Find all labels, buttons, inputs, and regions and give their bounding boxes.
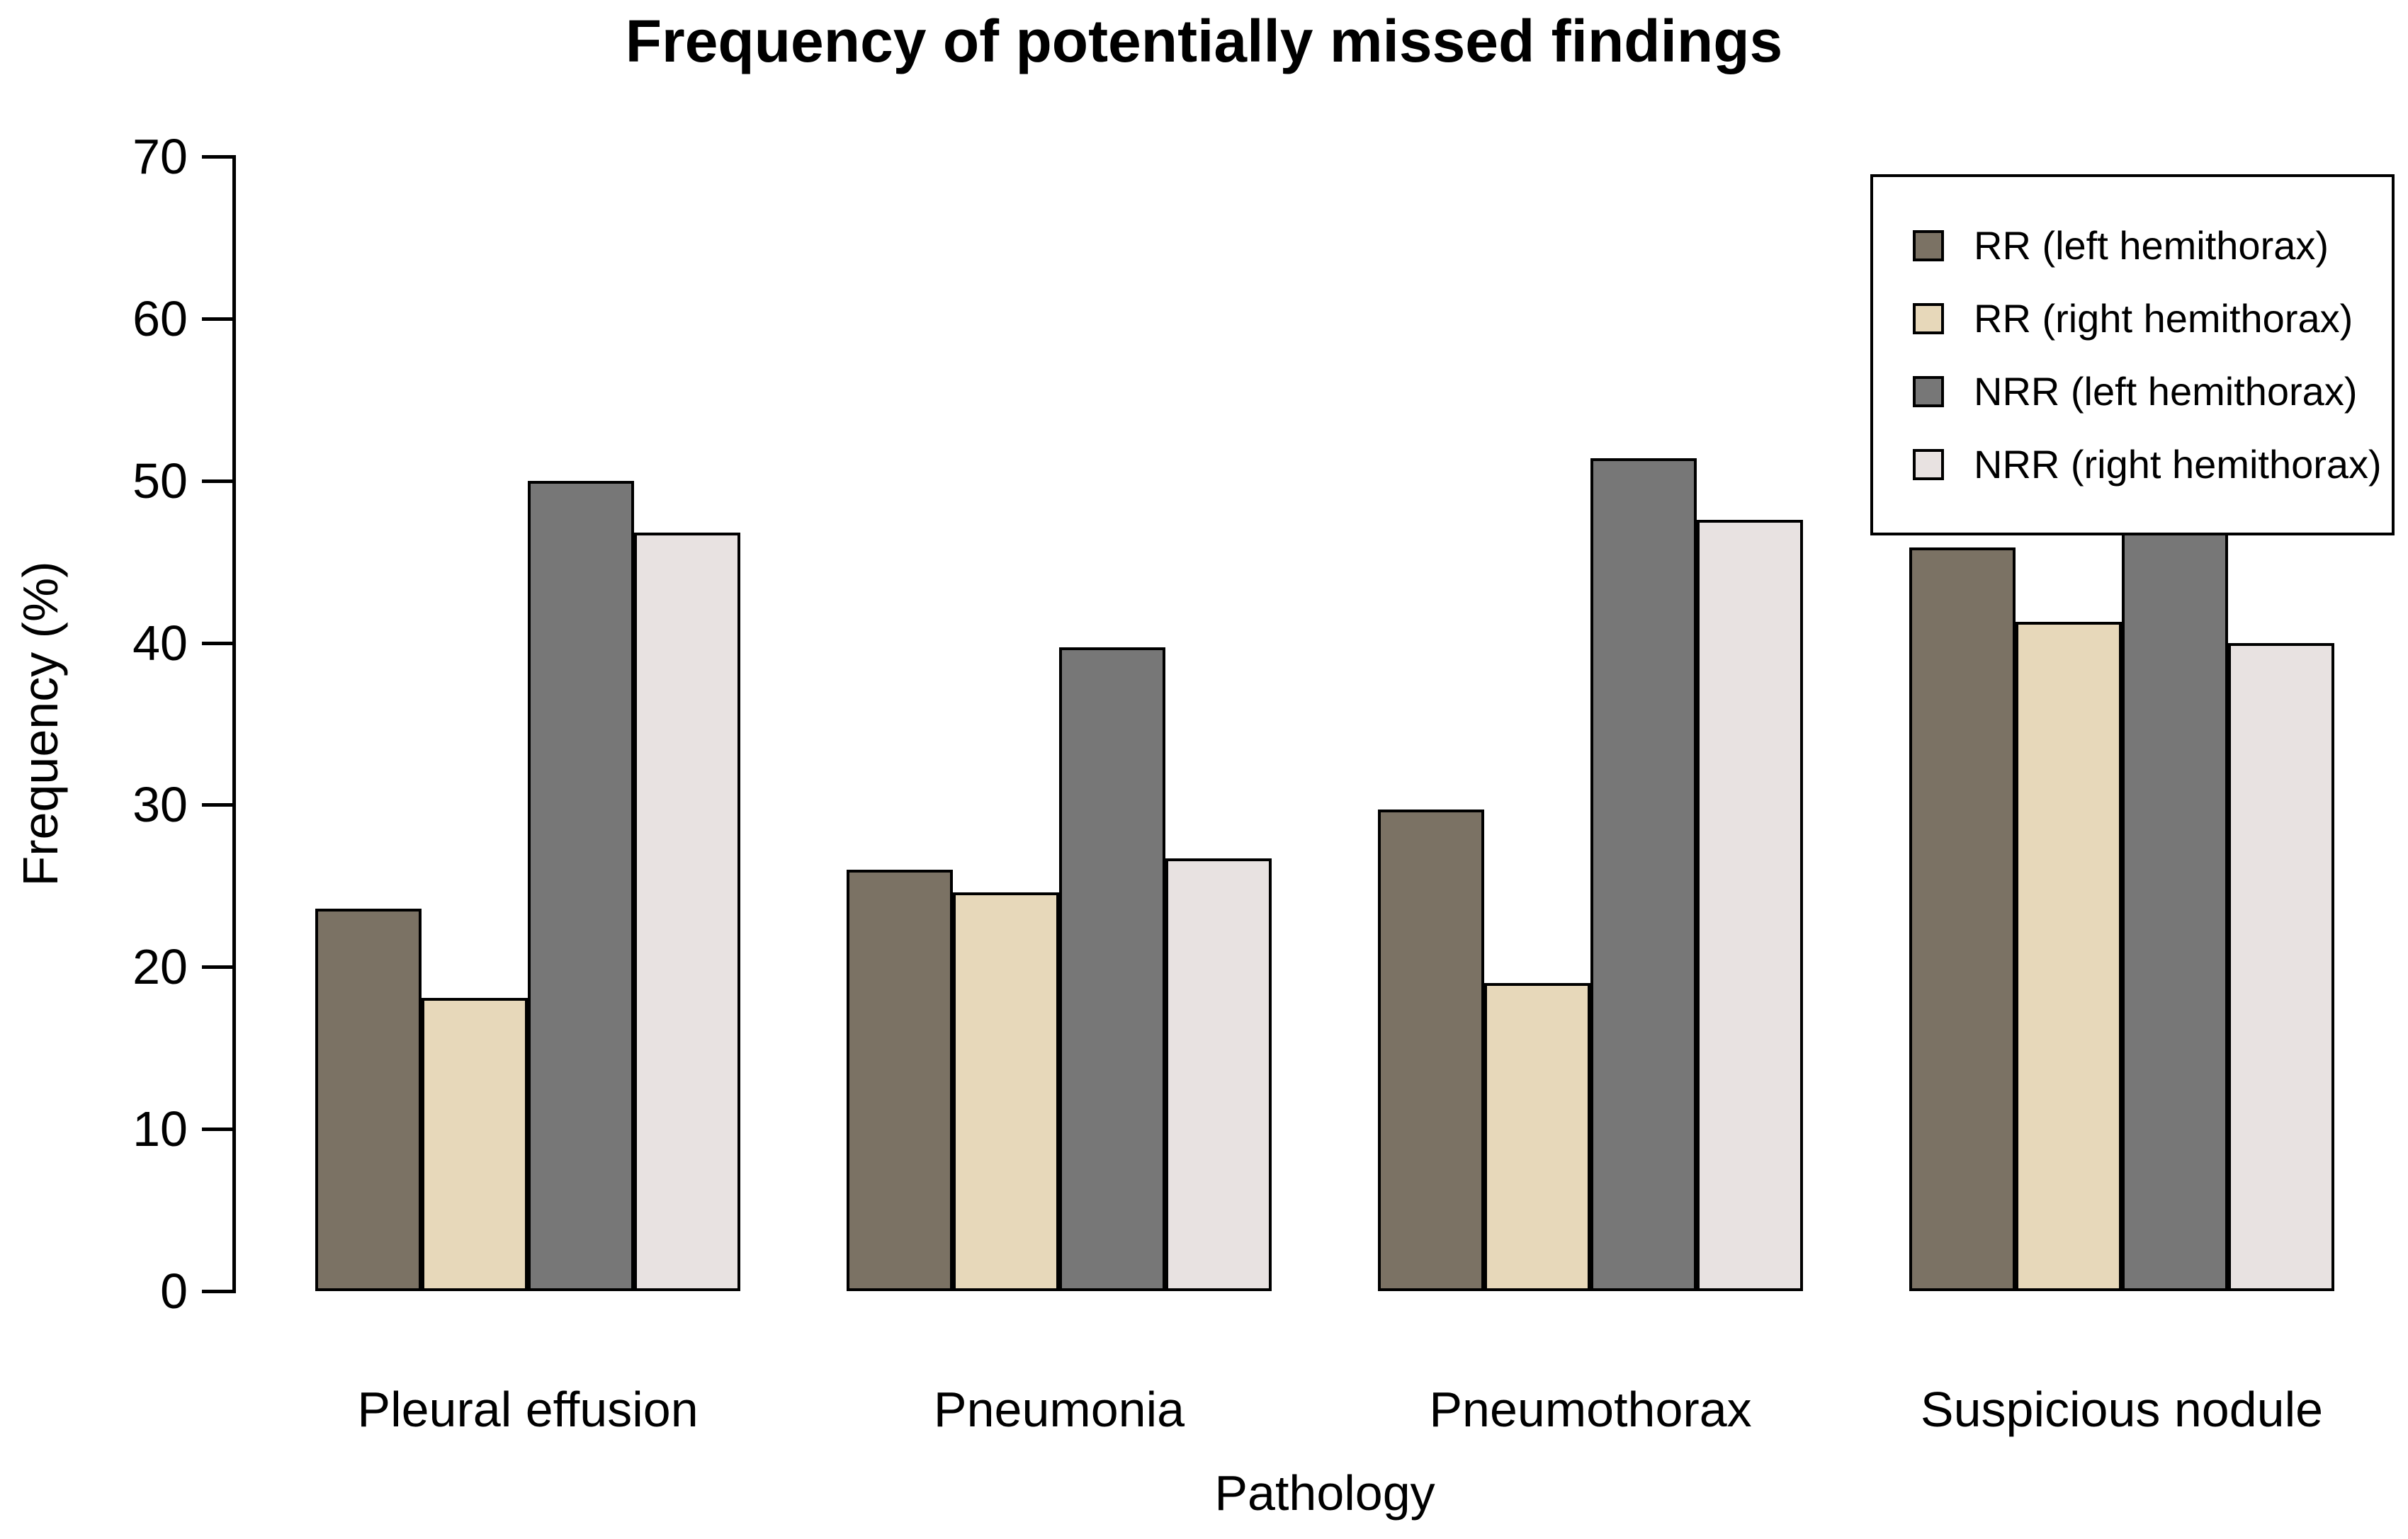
bar-suspicious-nodule-series-4	[2228, 642, 2334, 1291]
y-axis-tick	[202, 155, 234, 159]
bar-pneumothorax-series-2	[1484, 983, 1590, 1291]
bar-pneumonia-series-4	[1165, 858, 1272, 1291]
y-axis-tick-label: 0	[160, 1263, 188, 1319]
legend-row: RR (right hemithorax)	[1913, 282, 2392, 355]
x-axis-category-label: Pneumothorax	[1429, 1382, 1752, 1437]
legend-swatch-icon	[1913, 302, 1944, 334]
legend-swatch-icon	[1913, 375, 1944, 407]
y-axis-tick-label: 70	[132, 129, 188, 184]
legend-label: RR (left hemithorax)	[1974, 223, 2329, 268]
y-axis-tick	[202, 1128, 234, 1132]
y-axis-tick-label: 30	[132, 777, 188, 833]
legend: RR (left hemithorax) RR (right hemithorax…	[1870, 174, 2395, 535]
legend-swatch-icon	[1913, 229, 1944, 261]
chart-title: Frequency of potentially missed findings	[625, 8, 1783, 74]
bar-pneumothorax-series-3	[1590, 458, 1697, 1291]
y-axis-tick	[202, 1290, 234, 1293]
legend-label: NRR (left hemithorax)	[1974, 369, 2358, 414]
y-axis-line	[232, 155, 236, 1293]
bar-pleural-effusion-series-3	[528, 480, 634, 1291]
legend-label: RR (right hemithorax)	[1974, 296, 2353, 341]
x-axis-category-label: Suspicious nodule	[1920, 1382, 2324, 1437]
x-axis-title: Pathology	[1214, 1465, 1435, 1521]
y-axis-tick	[202, 641, 234, 645]
bar-suspicious-nodule-series-1	[1909, 547, 2016, 1291]
bar-pneumonia-series-2	[953, 892, 1059, 1291]
x-axis-category-label: Pleural effusion	[357, 1382, 699, 1437]
legend-label: NRR (right hemithorax)	[1974, 442, 2382, 487]
y-axis-tick	[202, 965, 234, 970]
legend-row: NRR (right hemithorax)	[1913, 428, 2392, 501]
y-axis-tick-label: 40	[132, 615, 188, 671]
y-axis-tick-label: 50	[132, 453, 188, 509]
bar-pleural-effusion-series-1	[315, 908, 422, 1291]
x-axis-category-label: Pneumonia	[933, 1382, 1185, 1437]
bar-pneumothorax-series-1	[1378, 810, 1484, 1291]
y-axis-tick	[202, 479, 234, 483]
bar-pneumothorax-series-4	[1697, 519, 1803, 1291]
y-axis-tick-label: 60	[132, 290, 188, 346]
legend-row: RR (left hemithorax)	[1913, 209, 2392, 282]
y-axis-tick-label: 10	[132, 1101, 188, 1157]
bar-pneumonia-series-3	[1059, 647, 1165, 1291]
y-axis-title: Frequency (%)	[13, 561, 68, 887]
bar-pleural-effusion-series-2	[422, 997, 528, 1291]
y-axis-tick	[202, 803, 234, 807]
bar-suspicious-nodule-series-2	[2016, 621, 2122, 1291]
bar-pleural-effusion-series-4	[634, 532, 740, 1291]
legend-swatch-icon	[1913, 448, 1944, 480]
y-axis-tick	[202, 317, 234, 321]
legend-row: NRR (left hemithorax)	[1913, 355, 2392, 428]
legend-items: RR (left hemithorax) RR (right hemithorax…	[1913, 209, 2392, 501]
bar-suspicious-nodule-series-3	[2122, 480, 2228, 1291]
bar-pneumonia-series-1	[847, 869, 953, 1291]
y-axis-tick-label: 20	[132, 939, 188, 995]
